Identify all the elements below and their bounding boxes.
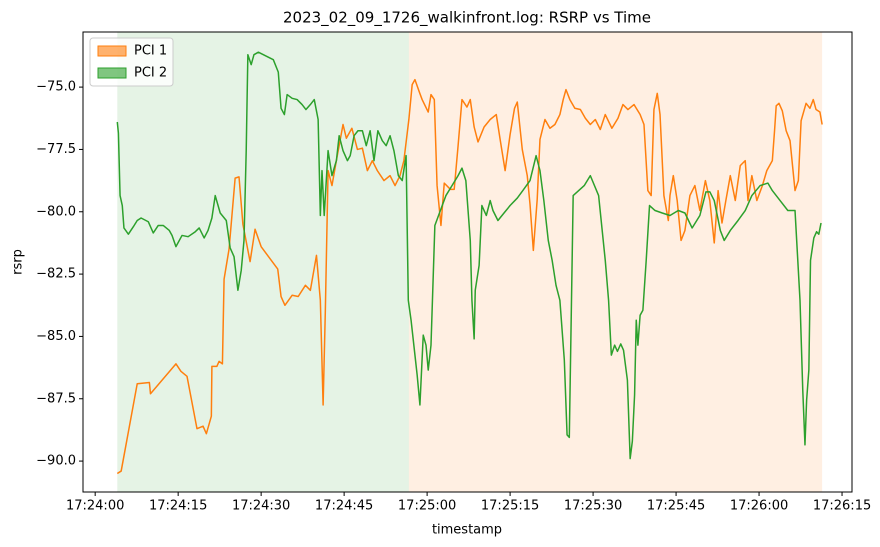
- x-axis-label: timestamp: [432, 523, 502, 538]
- y-axis-label: rsrp: [11, 249, 26, 275]
- x-tick-label: 17:25:15: [481, 499, 539, 514]
- legend-swatch: [97, 67, 127, 79]
- lines: [116, 51, 823, 475]
- legend-label: PCI 1: [134, 44, 167, 59]
- x-tick-label: 17:24:00: [66, 499, 124, 514]
- y-tick-label: −82.5: [36, 267, 76, 282]
- y-tick-label: −77.5: [36, 142, 76, 157]
- x-tick-label: 17:25:30: [564, 499, 622, 514]
- series-line: [116, 51, 822, 460]
- x-tick-label: 17:24:45: [315, 499, 373, 514]
- axes: −90.0 −87.5 −85.0 −82.5 −80.0 −77.5 −75.0 17:24…: [36, 80, 871, 514]
- x-tick-label: 17:25:45: [647, 499, 705, 514]
- legend-swatch: [97, 45, 127, 57]
- legend: PCI 1 PCI 2: [89, 37, 174, 87]
- plot-frame: [82, 31, 853, 493]
- x-tick-label: 17:26:15: [813, 499, 871, 514]
- x-tick-label: 17:24:15: [149, 499, 207, 514]
- x-tick-label: 17:26:00: [730, 499, 788, 514]
- y-tick-label: −90.0: [36, 454, 76, 469]
- shaded-span: [117, 32, 409, 492]
- x-tick-label: 17:25:00: [398, 499, 456, 514]
- y-tick-label: −80.0: [36, 204, 76, 219]
- spans: [117, 32, 823, 492]
- x-tick-label: 17:24:30: [232, 499, 290, 514]
- legend-label: PCI 2: [134, 66, 167, 81]
- shaded-span: [408, 32, 823, 492]
- y-tick-label: −75.0: [36, 80, 76, 95]
- y-tick-label: −85.0: [36, 329, 76, 344]
- series-line: [116, 78, 823, 475]
- y-tick-label: −87.5: [36, 391, 76, 406]
- chart-title: 2023_02_09_1726_walkinfront.log: RSRP vs…: [283, 9, 651, 28]
